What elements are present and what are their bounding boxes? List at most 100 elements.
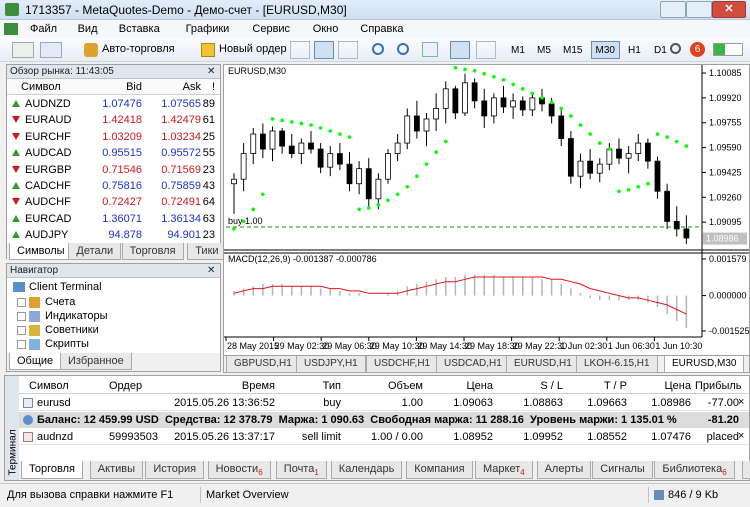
menu-item[interactable]: Файл bbox=[30, 23, 58, 35]
order-row[interactable]: eurusd 2015.05.26 13:36:52 buy 1.00 1.09063 1… bbox=[19, 395, 749, 411]
sar-dot bbox=[655, 132, 660, 136]
chart-tab[interactable]: GBPUSD,H1 bbox=[226, 356, 300, 373]
tab[interactable]: Общие bbox=[9, 353, 62, 370]
timeframe-button[interactable]: M1 bbox=[511, 45, 525, 56]
quote-row[interactable]: CADCHF 0.75816 0.75859 43 bbox=[7, 178, 220, 194]
direction-arrow bbox=[12, 214, 20, 222]
chart-tab[interactable]: USDJPY,H1 bbox=[296, 356, 366, 373]
timeframe-button[interactable]: H1 bbox=[628, 45, 641, 56]
tab[interactable]: Тики bbox=[187, 243, 227, 260]
tab-label: Новости bbox=[215, 463, 259, 475]
sar-dot bbox=[636, 184, 641, 189]
timeframe-button[interactable]: M30 bbox=[590, 41, 620, 59]
menu-item[interactable]: Графики bbox=[185, 23, 230, 35]
order-price: 1.08952 bbox=[453, 431, 493, 443]
window-title: 1713357 - MetaQuotes-Demo - Демо-счет - … bbox=[25, 3, 347, 17]
menu-bar: Файл Вид Вставка Графики Сервис Окно Справка bbox=[0, 20, 750, 38]
y-tick-label: 1.09920 bbox=[709, 93, 742, 103]
minimize-button[interactable] bbox=[660, 1, 686, 18]
ask: 94.901 bbox=[167, 229, 201, 242]
quote-row[interactable]: AUDCHF 0.72427 0.72491 64 bbox=[7, 194, 220, 210]
order-row[interactable]: audnzd 59993503 2015.05.26 13:37:17 sell li… bbox=[19, 429, 749, 445]
tree-item[interactable]: Счета bbox=[45, 296, 76, 308]
maximize-button[interactable] bbox=[686, 1, 712, 18]
y-tick-label: 1.09590 bbox=[709, 143, 742, 153]
candle-body bbox=[500, 97, 507, 108]
sar-dot bbox=[501, 78, 506, 82]
signal-indicator[interactable] bbox=[713, 43, 743, 56]
notification-badge[interactable]: 6 bbox=[690, 42, 705, 57]
chart-tab[interactable]: LKOH-6.15,H1 bbox=[576, 356, 658, 373]
close-button[interactable]: ✕ bbox=[712, 1, 746, 18]
terminal-tab[interactable]: История bbox=[145, 461, 205, 479]
terminal-tab[interactable]: Торговля bbox=[21, 461, 83, 479]
tree-item[interactable]: Советники bbox=[45, 324, 99, 336]
menu-item[interactable]: Вид bbox=[77, 23, 98, 35]
chart-tab[interactable]: USDCAD,H1 bbox=[436, 356, 510, 373]
terminal-tab[interactable]: Почта1 bbox=[275, 461, 327, 479]
menu-item[interactable]: Справка bbox=[360, 23, 404, 35]
close-order[interactable]: × bbox=[738, 396, 745, 408]
bid: 0.71546 bbox=[102, 163, 142, 176]
close-panel[interactable]: ✕ bbox=[207, 66, 216, 77]
chart-tab[interactable]: EURUSD,H1 bbox=[506, 356, 580, 373]
terminal-tab[interactable]: Календарь bbox=[330, 461, 403, 479]
chart-tab[interactable]: EURUSD,M30 bbox=[664, 356, 745, 373]
y-tick-label: -0.001525 bbox=[709, 326, 749, 336]
bid: 1.36071 bbox=[102, 212, 142, 225]
new-chart-button[interactable] bbox=[12, 42, 34, 58]
tree-item[interactable]: Индикаторы bbox=[45, 310, 108, 322]
tab[interactable]: Избранное bbox=[60, 353, 132, 370]
new-order-button[interactable]: Новый ордер bbox=[201, 41, 287, 59]
quote-row[interactable]: EURCHF 1.03209 1.03234 25 bbox=[7, 129, 220, 145]
quote-row[interactable]: EURCAD 1.36071 1.36134 63 bbox=[7, 211, 220, 227]
candle-body bbox=[433, 108, 440, 120]
bid: 1.03209 bbox=[102, 130, 142, 143]
terminal-tab[interactable]: Новости6 bbox=[207, 461, 271, 479]
shift-button[interactable] bbox=[476, 41, 496, 59]
close-order[interactable]: × bbox=[738, 430, 745, 442]
quote-row[interactable]: EURAUD 1.42418 1.42479 61 bbox=[7, 112, 220, 128]
line-chart-button[interactable] bbox=[338, 41, 358, 59]
autoscroll-button[interactable] bbox=[450, 41, 470, 59]
bar-chart-button[interactable] bbox=[290, 41, 310, 59]
quote-row[interactable]: AUDJPY 94.878 94.901 23 bbox=[7, 227, 220, 243]
column-header: ! bbox=[211, 81, 215, 93]
terminal-tabs: Торговля Активы История Новости6 Почта1 Кален… bbox=[19, 461, 750, 480]
terminal-tab[interactable]: Компания bbox=[406, 461, 473, 479]
terminal-tab[interactable]: Активы bbox=[89, 461, 144, 479]
menu-item[interactable]: Сервис bbox=[252, 23, 291, 35]
zoom-out-button[interactable] bbox=[397, 43, 409, 55]
menu-item[interactable]: Вставка bbox=[118, 23, 160, 35]
profiles-button[interactable] bbox=[40, 42, 62, 58]
auto-trading-icon bbox=[84, 43, 98, 57]
quote-row[interactable]: EURGBP 0.71546 0.71569 23 bbox=[7, 162, 220, 178]
timeframe-button[interactable]: D1 bbox=[654, 45, 667, 56]
auto-trading-button[interactable]: Авто-торговля bbox=[84, 41, 194, 59]
candle-chart-button[interactable] bbox=[314, 41, 334, 59]
quote-row[interactable]: AUDNZD 1.07476 1.07565 89 bbox=[7, 96, 220, 112]
tab[interactable]: Торговля bbox=[121, 243, 184, 260]
zoom-in-button[interactable] bbox=[372, 43, 384, 55]
terminal-tab[interactable]: Библиотека6 bbox=[654, 461, 735, 479]
tree-root[interactable]: Client Terminal bbox=[29, 281, 102, 293]
chart-tab[interactable]: USDCHF,H1 bbox=[366, 356, 439, 373]
bid: 0.72427 bbox=[102, 196, 142, 209]
tile-button[interactable] bbox=[422, 42, 438, 57]
terminal-tab[interactable]: Эксперты bbox=[742, 461, 750, 479]
terminal-tab[interactable]: Алерты bbox=[536, 461, 592, 479]
timeframe-button[interactable]: M15 bbox=[563, 45, 583, 56]
tree-item[interactable]: Скрипты bbox=[45, 338, 89, 350]
menu-item[interactable]: Окно bbox=[312, 23, 339, 35]
order-volume: 1.00 bbox=[401, 397, 423, 409]
symbol: AUDJPY bbox=[25, 229, 69, 242]
quote-row[interactable]: AUDCAD 0.95515 0.95572 55 bbox=[7, 145, 220, 161]
close-panel[interactable]: ✕ bbox=[207, 265, 216, 276]
tab-label: Торговля bbox=[29, 463, 75, 475]
search-button[interactable] bbox=[670, 43, 681, 54]
tab[interactable]: Символы bbox=[9, 243, 73, 260]
terminal-tab[interactable]: Маркет4 bbox=[475, 461, 533, 479]
terminal-tab[interactable]: Сигналы bbox=[592, 461, 653, 479]
tab[interactable]: Детали bbox=[68, 243, 122, 260]
timeframe-button[interactable]: M5 bbox=[537, 45, 551, 56]
